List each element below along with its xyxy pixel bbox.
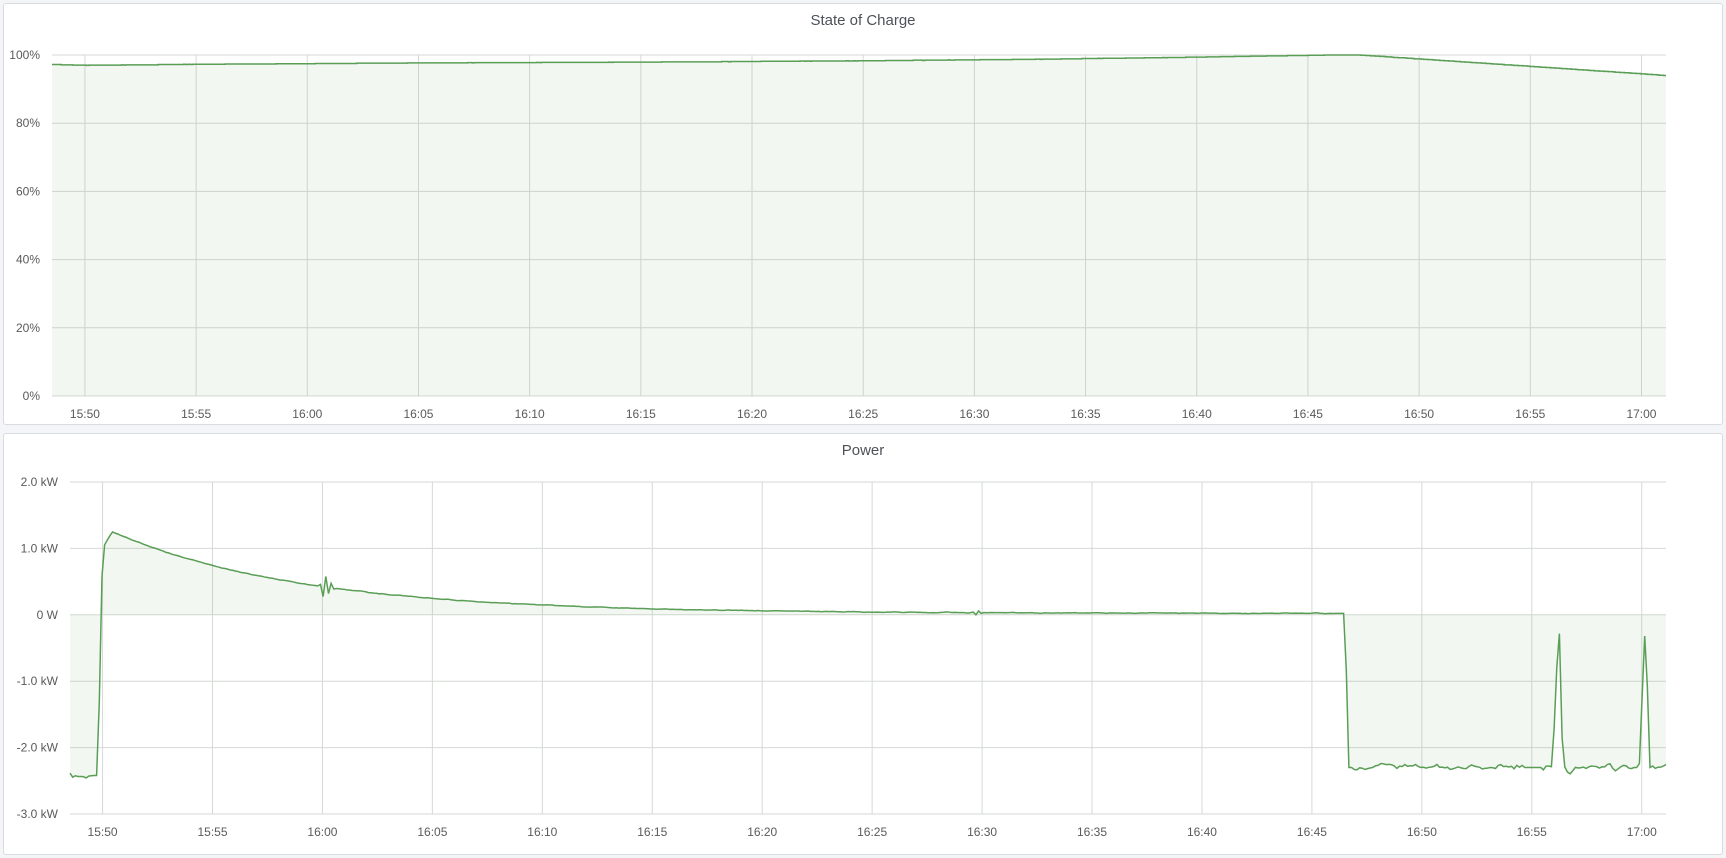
svg-text:40%: 40% [16,253,40,267]
svg-text:16:05: 16:05 [403,407,433,421]
svg-text:17:00: 17:00 [1627,825,1657,839]
svg-text:16:00: 16:00 [307,825,337,839]
svg-text:15:50: 15:50 [88,825,118,839]
svg-text:-3.0 kW: -3.0 kW [17,807,59,821]
svg-text:16:20: 16:20 [737,407,767,421]
svg-text:17:00: 17:00 [1626,407,1656,421]
svg-text:16:35: 16:35 [1077,825,1107,839]
svg-text:16:40: 16:40 [1187,825,1217,839]
svg-text:16:55: 16:55 [1515,407,1545,421]
svg-text:16:35: 16:35 [1071,407,1101,421]
svg-text:16:55: 16:55 [1517,825,1547,839]
svg-text:-2.0 kW: -2.0 kW [17,741,59,755]
svg-text:2.0 kW: 2.0 kW [21,475,59,489]
svg-text:-1.0 kW: -1.0 kW [17,674,59,688]
svg-text:15:55: 15:55 [197,825,227,839]
svg-text:100%: 100% [9,48,40,62]
svg-text:16:45: 16:45 [1293,407,1323,421]
svg-text:16:30: 16:30 [967,825,997,839]
svg-text:16:25: 16:25 [848,407,878,421]
svg-text:16:25: 16:25 [857,825,887,839]
svg-text:16:15: 16:15 [637,825,667,839]
svg-text:0%: 0% [23,389,41,403]
svg-text:15:50: 15:50 [70,407,100,421]
svg-text:16:15: 16:15 [626,407,656,421]
svg-text:16:20: 16:20 [747,825,777,839]
svg-text:20%: 20% [16,321,40,335]
svg-text:60%: 60% [16,184,40,198]
svg-text:16:50: 16:50 [1404,407,1434,421]
svg-text:16:45: 16:45 [1297,825,1327,839]
svg-text:16:00: 16:00 [292,407,322,421]
svg-text:16:10: 16:10 [515,407,545,421]
svg-text:16:40: 16:40 [1182,407,1212,421]
svg-text:16:30: 16:30 [959,407,989,421]
svg-text:80%: 80% [16,116,40,130]
svg-text:1.0 kW: 1.0 kW [21,541,59,555]
svg-text:0 W: 0 W [37,608,59,622]
svg-text:16:50: 16:50 [1407,825,1437,839]
svg-text:15:55: 15:55 [181,407,211,421]
svg-text:16:05: 16:05 [417,825,447,839]
svg-text:16:10: 16:10 [527,825,557,839]
